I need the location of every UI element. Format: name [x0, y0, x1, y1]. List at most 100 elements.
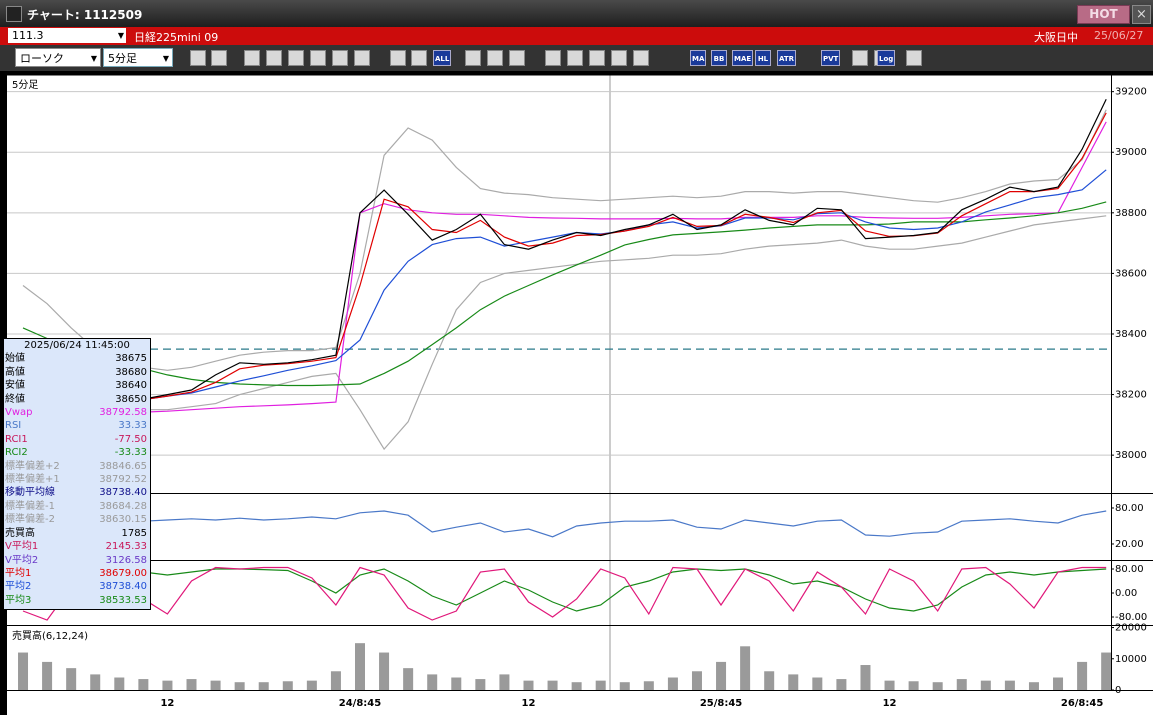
toolbar-button[interactable]: HL: [755, 50, 771, 66]
symbol-bar: 111.3 日経225mini 09 大阪日中 25/06/27: [0, 27, 1153, 45]
info-value: 38680: [115, 366, 147, 378]
toolbar-button[interactable]: PVT: [821, 50, 841, 66]
y-tick-label: 20.00: [1115, 539, 1144, 550]
volume-bar: [812, 677, 823, 690]
info-row: 終値 38650: [4, 393, 150, 406]
info-row: RCI2 -33.33: [4, 446, 150, 459]
info-value: 38640: [115, 380, 147, 392]
info-row: 平均3 38533.53: [4, 594, 150, 607]
info-row: 安値 38640: [4, 379, 150, 392]
info-value: 33.33: [118, 420, 147, 432]
volume-bar: [475, 679, 486, 690]
info-label: 平均2: [5, 581, 32, 593]
volume-bar: [18, 652, 29, 690]
toolbar-button[interactable]: MAE: [732, 50, 754, 66]
info-value: 38679.00: [99, 567, 147, 579]
volume-bar: [571, 682, 582, 690]
series-line: [22, 169, 1107, 401]
volume-bar: [836, 679, 847, 690]
toolbar-icon[interactable]: [906, 50, 922, 66]
y-tick-label: 20000: [1115, 623, 1147, 634]
volume-bar: [860, 665, 871, 690]
info-row: 売買高 1785: [4, 527, 150, 540]
info-value: -33.33: [114, 447, 147, 459]
volume-bar: [379, 652, 390, 690]
toolbar-icon[interactable]: [332, 50, 348, 66]
symbol-select[interactable]: 111.3: [8, 28, 126, 43]
x-tick-label: 12: [883, 698, 897, 709]
volume-bar: [908, 681, 919, 690]
y-tick-label: 38000: [1115, 450, 1147, 461]
volume-bar: [355, 643, 365, 690]
x-tick-label: 26/8:45: [1061, 698, 1103, 709]
toolbar-icon[interactable]: [266, 50, 282, 66]
close-button[interactable]: ×: [1132, 5, 1151, 24]
toolbar-icon[interactable]: [244, 50, 260, 66]
toolbar-icon[interactable]: [465, 50, 481, 66]
toolbar-icon[interactable]: [509, 50, 525, 66]
volume-bar: [1101, 652, 1112, 690]
volume-bar: [716, 661, 727, 690]
toolbar-icon[interactable]: [354, 50, 370, 66]
volume-bar: [282, 681, 293, 690]
volume-bar: [258, 682, 269, 690]
volume-bar: [547, 680, 558, 690]
info-label: 標準偏差-1: [5, 500, 55, 512]
series-line: [22, 121, 1107, 420]
info-value: -77.50: [114, 433, 147, 445]
toolbar-button[interactable]: Log: [877, 50, 896, 66]
info-row: 標準偏差+1 38792.52: [4, 473, 150, 486]
info-row: 高値 38680: [4, 366, 150, 379]
volume-bar: [788, 674, 799, 690]
chart-type-select[interactable]: ローソク: [15, 48, 101, 68]
toolbar-icon[interactable]: [411, 50, 427, 66]
toolbar-icon[interactable]: [545, 50, 561, 66]
y-tick-label: 80.00: [1115, 503, 1144, 514]
interval-select[interactable]: 5分足: [103, 48, 173, 68]
toolbar-icon[interactable]: [310, 50, 326, 66]
hot-button[interactable]: HOT: [1077, 5, 1130, 24]
x-tick-label: 24/8:45: [339, 698, 381, 709]
volume-bar: [114, 677, 125, 690]
x-tick-label: 25/8:45: [700, 698, 742, 709]
toolbar-button[interactable]: ATR: [777, 50, 797, 66]
info-label: 標準偏差+2: [5, 460, 60, 472]
toolbar-icon[interactable]: [633, 50, 649, 66]
info-label: V平均1: [5, 541, 39, 553]
volume-bar: [451, 677, 462, 690]
volume-bar: [138, 679, 149, 690]
toolbar-icon[interactable]: [567, 50, 583, 66]
y-tick-label: 38600: [1115, 268, 1147, 279]
symbol-name: 日経225mini 09: [134, 31, 219, 44]
y-tick-label: 38800: [1115, 208, 1147, 219]
volume-bar: [884, 680, 895, 690]
toolbar-icon[interactable]: [852, 50, 868, 66]
info-value: 38792.58: [99, 407, 147, 419]
toolbar-icon[interactable]: [487, 50, 503, 66]
panel-title: 売買高(6,12,24): [12, 629, 88, 642]
volume-bar: [210, 680, 221, 690]
toolbar-icon[interactable]: [589, 50, 605, 66]
info-row: 平均1 38679.00: [4, 567, 150, 580]
info-label: 高値: [5, 366, 25, 378]
toolbar-icon[interactable]: [288, 50, 304, 66]
info-label: 安値: [5, 380, 25, 392]
toolbar-button[interactable]: MA: [690, 50, 707, 66]
volume-bar: [619, 682, 630, 690]
toolbar-button[interactable]: ALL: [433, 50, 452, 66]
info-row: Vwap 38792.58: [4, 406, 150, 419]
volume-bar: [643, 681, 654, 690]
toolbar-button[interactable]: BB: [711, 50, 727, 66]
toolbar-icon[interactable]: [611, 50, 627, 66]
toolbar-icon[interactable]: [390, 50, 406, 66]
info-datetime: 2025/06/24 11:45:00: [24, 340, 130, 351]
date: 25/06/27: [1094, 29, 1144, 42]
info-row: 移動平均線 38738.40: [4, 486, 150, 499]
series-line: [22, 568, 1107, 612]
info-value: 38630.15: [99, 514, 147, 526]
x-tick-label: 12: [160, 698, 174, 709]
toolbar-icon[interactable]: [190, 50, 206, 66]
info-row: 平均2 38738.40: [4, 580, 150, 593]
toolbar-icon[interactable]: [211, 50, 227, 66]
